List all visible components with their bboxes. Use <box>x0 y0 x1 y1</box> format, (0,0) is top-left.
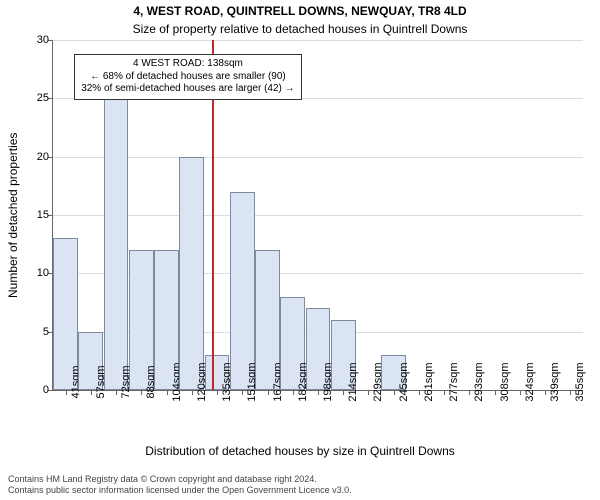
footer-line1: Contains HM Land Registry data © Crown c… <box>8 474 352 485</box>
x-tick-label: 339sqm <box>545 362 561 401</box>
chart-title-line2: Size of property relative to detached ho… <box>0 22 600 36</box>
annotation-line: ← 68% of detached houses are smaller (90… <box>81 71 294 84</box>
annotation-line: 32% of semi-detached houses are larger (… <box>81 83 294 96</box>
histogram-bar <box>179 157 204 390</box>
y-tick-label: 30 <box>25 34 49 46</box>
x-tick-label: 293sqm <box>469 362 485 401</box>
footer-line2: Contains public sector information licen… <box>8 485 352 496</box>
histogram-bar <box>104 98 129 390</box>
y-tick-label: 25 <box>25 92 49 104</box>
y-tick-label: 20 <box>25 151 49 163</box>
footer-attribution: Contains HM Land Registry data © Crown c… <box>8 474 352 497</box>
plot-area: 05101520253041sqm57sqm72sqm88sqm104sqm12… <box>52 40 583 391</box>
gridline <box>53 157 583 158</box>
chart-title-line1: 4, WEST ROAD, QUINTRELL DOWNS, NEWQUAY, … <box>0 4 600 18</box>
gridline <box>53 40 583 41</box>
y-tick-label: 0 <box>25 384 49 396</box>
chart-container: 4, WEST ROAD, QUINTRELL DOWNS, NEWQUAY, … <box>0 0 600 500</box>
x-tick-label: 261sqm <box>419 362 435 401</box>
y-tick-label: 5 <box>25 326 49 338</box>
x-tick-label: 245sqm <box>394 362 410 401</box>
annotation-line: 4 WEST ROAD: 138sqm <box>81 58 294 71</box>
x-tick-label: 214sqm <box>343 362 359 401</box>
annotation-box: 4 WEST ROAD: 138sqm← 68% of detached hou… <box>74 54 301 100</box>
y-axis-label: Number of detached properties <box>6 132 20 297</box>
x-tick-label: 355sqm <box>570 362 586 401</box>
gridline <box>53 215 583 216</box>
x-tick-label: 277sqm <box>444 362 460 401</box>
histogram-bar <box>230 192 255 390</box>
x-tick-label: 308sqm <box>495 362 511 401</box>
x-axis-label: Distribution of detached houses by size … <box>0 444 600 458</box>
y-tick-label: 10 <box>25 267 49 279</box>
x-tick-label: 324sqm <box>520 362 536 401</box>
y-tick-label: 15 <box>25 209 49 221</box>
